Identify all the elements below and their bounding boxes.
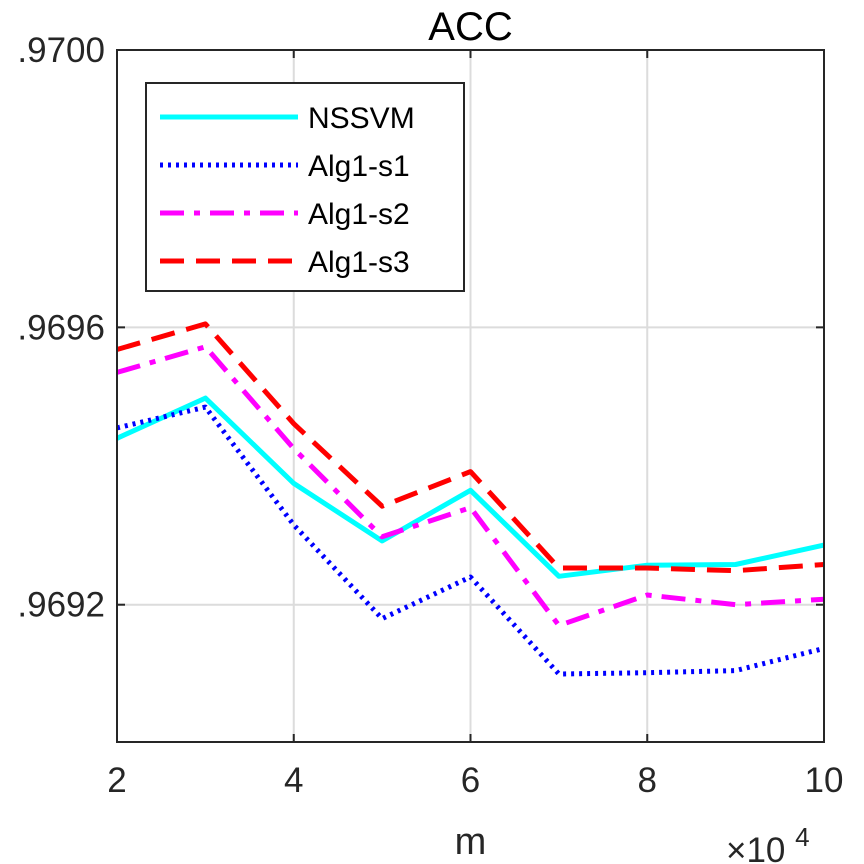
series-line-alg1-s3: [116, 321, 825, 574]
x-exponent-power: 4: [795, 822, 809, 852]
legend-label: Alg1-s2: [308, 198, 410, 231]
legend: NSSVM Alg1-s1 Alg1-s2 Alg1-s3: [145, 82, 465, 292]
y-tick-label: .9692: [17, 586, 105, 625]
chart-title: ACC: [428, 5, 512, 49]
x-tick-label: 10: [805, 761, 844, 800]
x-axis-label: m: [455, 821, 487, 863]
x-tick-label: 8: [638, 761, 657, 800]
y-tick-label: .9696: [17, 308, 105, 347]
x-tick-label: 4: [284, 761, 303, 800]
x-tick-label: 2: [107, 761, 126, 800]
legend-label: NSSVM: [308, 102, 415, 135]
tick-layer: 2 4 6 8 10 .9700 .9696 .9692: [17, 31, 843, 800]
series-layer: [115, 321, 825, 677]
legend-label: Alg1-s1: [308, 150, 410, 183]
legend-label: Alg1-s3: [308, 246, 410, 279]
x-axis-exponent: ×10 4: [726, 822, 810, 864]
series-line-alg1-s1: [116, 404, 825, 677]
x-exponent-base: ×10: [726, 831, 785, 864]
legend-box: [145, 82, 465, 292]
series-line-alg1-s2: [116, 344, 825, 628]
y-tick-label: .9700: [17, 31, 105, 70]
series-line-nssvm: [115, 395, 825, 579]
x-tick-label: 6: [461, 761, 480, 800]
